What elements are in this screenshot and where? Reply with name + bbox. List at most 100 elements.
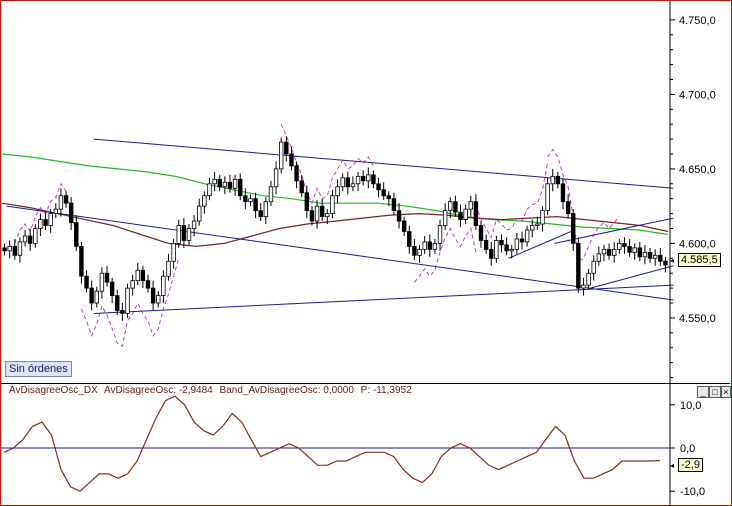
maximize-pane-button[interactable]: □ [709,386,721,398]
candle-down [576,243,581,289]
candle-up [591,260,596,274]
close-pane-button[interactable]: × [721,386,731,398]
candle-down [560,183,566,203]
candle-up [468,201,473,210]
candle-up [202,195,207,207]
oscillator-axis-label: 10,0 [680,400,701,412]
candle-up [448,201,453,212]
band-line [475,162,549,239]
candle-up [314,205,320,222]
candle-down [319,205,325,217]
candle-up [581,284,586,289]
candle-down [227,181,233,189]
candle-up [463,208,468,220]
candle-up [524,229,530,243]
oscillator-axis-label: 0,0 [680,443,695,455]
candle-up [335,186,340,197]
candle-down [27,235,33,244]
candle-up [366,174,371,182]
candle-up [99,272,105,292]
candle-down [658,254,663,262]
candle-down [120,310,125,314]
candle-up [17,241,23,256]
candle-down [453,201,458,213]
last-price-arrow-icon: ◂ [670,256,675,265]
oscillator-value: AvDisagreeOsc: -2,9484 [103,385,213,396]
candle-up [350,183,356,188]
candle-up [263,201,269,217]
candle-up [652,254,658,259]
candle-up [33,228,38,244]
candle-down [606,248,612,256]
candle-down [647,251,653,259]
candle-up [53,208,58,215]
candle-down [284,141,289,155]
band-line [80,258,180,347]
candle-down [376,183,381,191]
candle-up [7,245,12,252]
period-value: P: -11,3952 [360,385,412,396]
candle-down [345,177,351,188]
candle-up [130,280,135,289]
candle-down [478,225,484,241]
price-axis-label: 4.600,0 [679,238,716,250]
candle-up [268,186,274,203]
candle-up [632,247,637,253]
candle-down [217,178,222,188]
candle-down [519,238,525,243]
ma-green-line [1,153,669,236]
candle-up [212,178,217,185]
candle-up [94,290,99,304]
candle-up [340,177,345,188]
price-axis-label: 4.650,0 [679,164,716,176]
candle-down [663,260,668,266]
candle-down [299,180,304,194]
trend-line [93,138,674,189]
candle-down [79,245,84,277]
candle-up [509,248,514,252]
candle-down [74,222,79,247]
candle-up [166,260,171,277]
candle-down [304,192,310,212]
candle-down [2,247,7,252]
candle-up [432,243,438,250]
oscillator-last-value-label: -2,9 [678,458,703,472]
candle-up [48,213,53,226]
candle-down [504,244,509,252]
candle-up [535,223,540,226]
oscillator-axis-label: -10,0 [680,486,705,498]
candle-down [555,175,561,185]
candle-down [483,240,489,250]
candle-up [601,248,607,255]
candle-up [232,178,238,189]
oscillator-last-value-arrow-icon: ◂ [670,461,675,470]
candle-down [360,175,366,182]
candle-down [407,231,412,247]
candle-down [565,201,571,215]
candle-up [135,269,140,282]
candle-down [253,198,258,212]
candle-down [294,165,299,182]
candle-down [140,269,146,282]
candle-up [248,198,253,203]
candle-down [238,178,243,197]
candle-down [458,211,463,220]
minimize-pane-button[interactable]: _ [697,386,709,398]
last-price-label: 4.585,5 [678,253,721,267]
candle-down [43,219,48,226]
candle-up [176,225,181,244]
trend-line [508,231,572,259]
candle-up [355,175,361,185]
price-chart[interactable]: 4.750,0 4.700,0 4.650,0 4.600,0 4.550,0 [0,0,732,384]
candle-down [427,241,432,250]
orders-status-badge[interactable]: Sin órdenes [5,361,72,377]
candle-down [473,201,479,226]
oscillator-chart[interactable]: 10,0 0,0 -10,0 [0,384,732,505]
candle-down [89,287,94,304]
candle-up [156,295,161,304]
candle-down [627,245,632,253]
trend-line [93,284,674,314]
candle-down [489,248,494,259]
band-line [547,148,620,263]
candle-up [171,243,176,262]
